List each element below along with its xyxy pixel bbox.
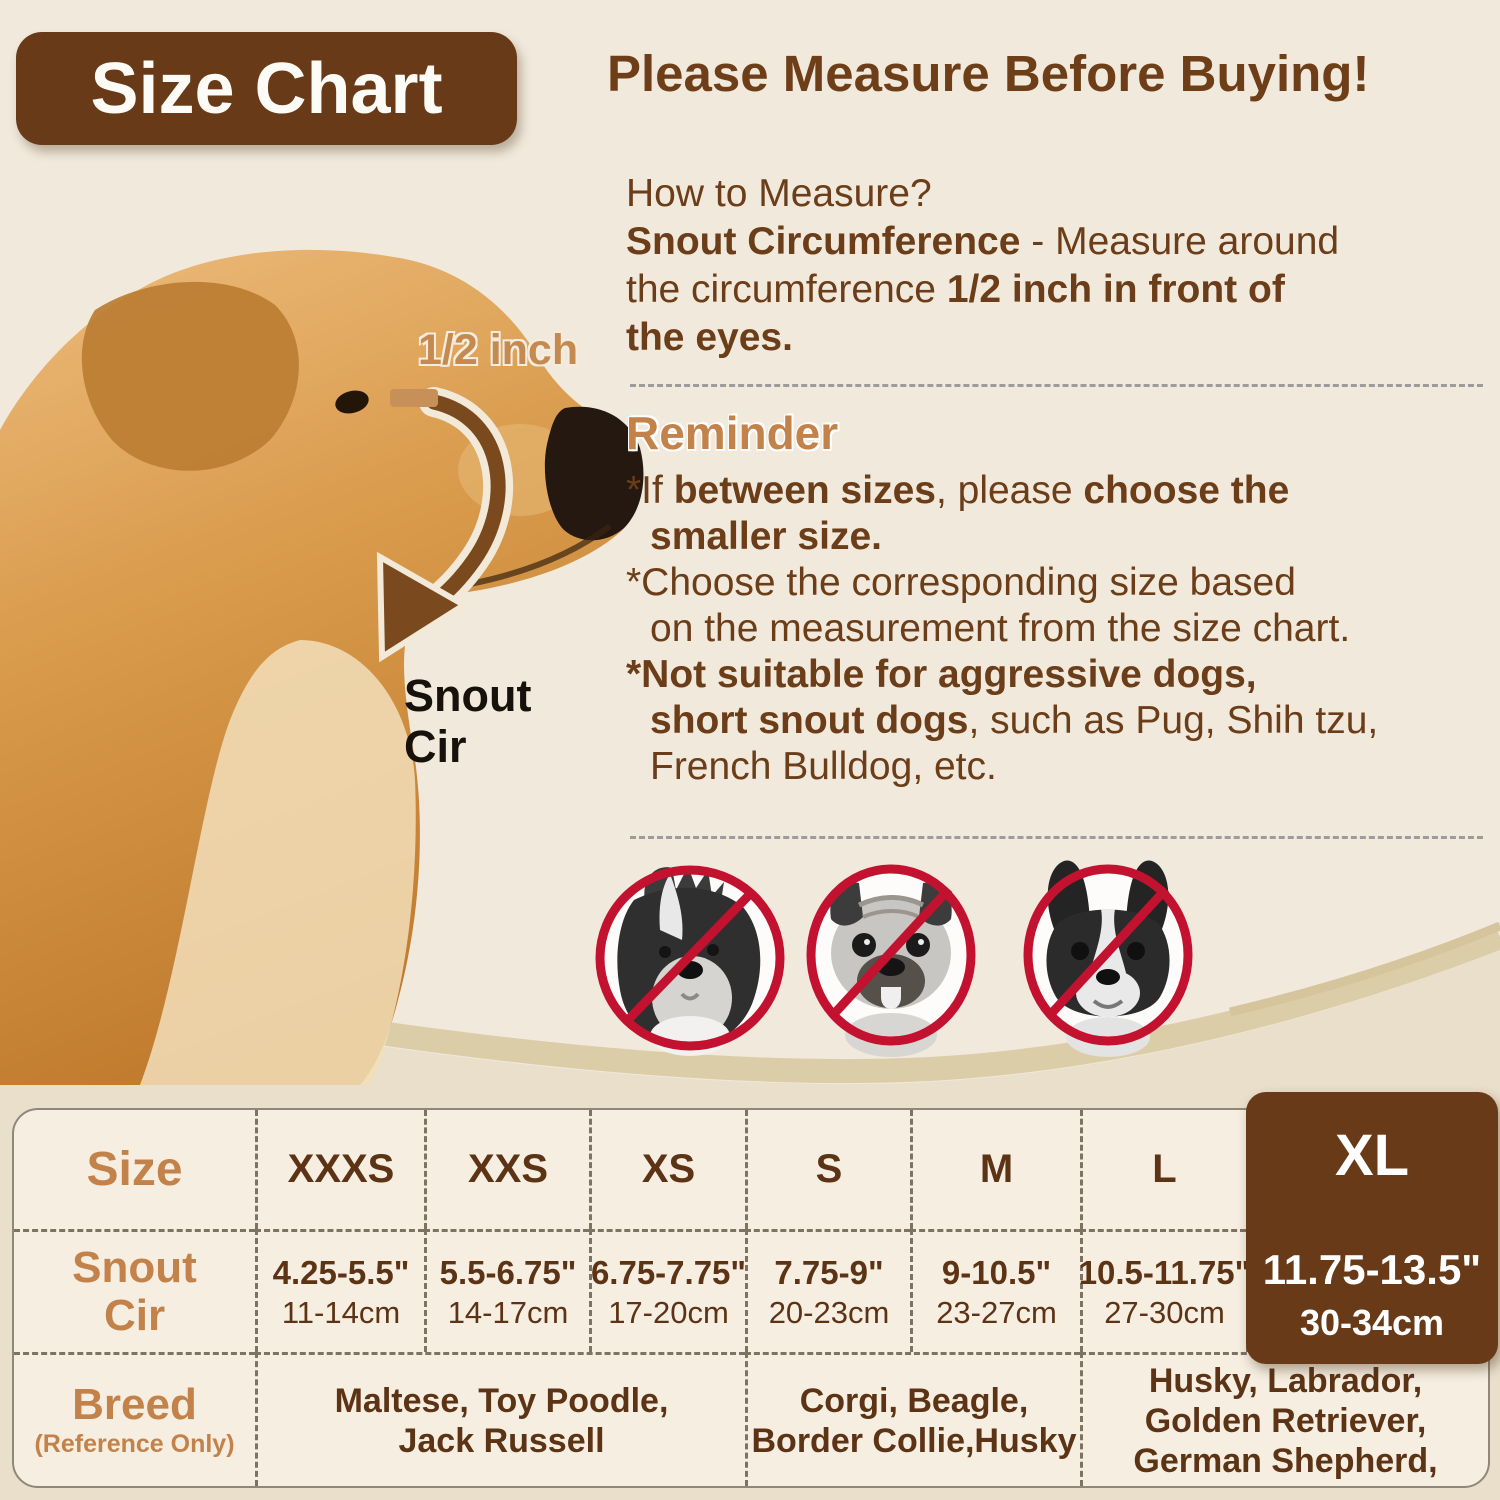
- reminder-heading: Reminder: [626, 407, 839, 459]
- breed-cell-small: Maltese, Toy Poodle, Jack Russell: [255, 1352, 745, 1486]
- col-header-xxxs: XXXS: [255, 1110, 424, 1229]
- snout-cir-label: Snout Cir: [404, 670, 532, 772]
- snout-value-xxxs: 4.25-5.5" 11-14cm: [255, 1229, 424, 1352]
- measure-arrow-icon: [376, 387, 514, 663]
- dashed-divider: [630, 836, 1483, 839]
- row-header-snout-cir: Snout Cir: [14, 1229, 255, 1352]
- row-header-breed: Breed (Reference Only): [14, 1352, 255, 1486]
- dashed-divider: [630, 384, 1483, 387]
- col-header-s: S: [745, 1110, 910, 1229]
- dog-eye: [335, 390, 369, 414]
- size-chart-badge: Size Chart: [16, 32, 517, 145]
- col-header-xxs: XXS: [424, 1110, 589, 1229]
- no-pug-icon: [806, 864, 976, 1057]
- how-to-body: Snout Circumference - Measure around the …: [626, 220, 1340, 359]
- xl-highlight-box: XL 11.75-13.5" 30-34cm: [1246, 1092, 1498, 1364]
- size-table: Size XXXS XXS XS S M L Snout Cir 4.25-5.5…: [12, 1108, 1490, 1488]
- snout-value-xs: 6.75-7.75" 17-20cm: [589, 1229, 746, 1352]
- row-header-size: Size: [86, 1143, 183, 1196]
- col-header-xs: XS: [589, 1110, 745, 1229]
- xl-label: XL: [1334, 1123, 1410, 1188]
- breed-cell-medium: Corgi, Beagle, Border Collie,Husky: [745, 1352, 1080, 1486]
- col-header-m: M: [910, 1110, 1080, 1229]
- golden-retriever-photo: [0, 249, 644, 1086]
- breed-cell-large: Husky, Labrador, Golden Retriever, German …: [1080, 1352, 1488, 1486]
- col-header-l: L: [1080, 1110, 1246, 1229]
- snout-value-xxs: 5.5-6.75" 14-17cm: [424, 1229, 589, 1352]
- no-shih-tzu-icon: [595, 865, 785, 1056]
- no-french-bulldog-icon: [1023, 860, 1193, 1057]
- half-inch-label: 1/2 inch: [418, 326, 579, 374]
- xl-cm-value: 30-34cm: [1299, 1302, 1445, 1343]
- xl-inch-value: 11.75-13.5": [1262, 1246, 1482, 1293]
- snout-value-l: 10.5-11.75" 27-30cm: [1079, 1229, 1250, 1352]
- snout-value-m: 9-10.5" 23-27cm: [910, 1229, 1080, 1352]
- how-to-measure-section: How to Measure? Snout Circumference - Me…: [626, 170, 1500, 362]
- page-title: Please Measure Before Buying!: [607, 45, 1370, 102]
- snout-value-s: 7.75-9" 20-23cm: [745, 1229, 910, 1352]
- how-to-heading: How to Measure?: [626, 172, 932, 215]
- reminder-list: *If between sizes, please choose the smal…: [626, 469, 1379, 788]
